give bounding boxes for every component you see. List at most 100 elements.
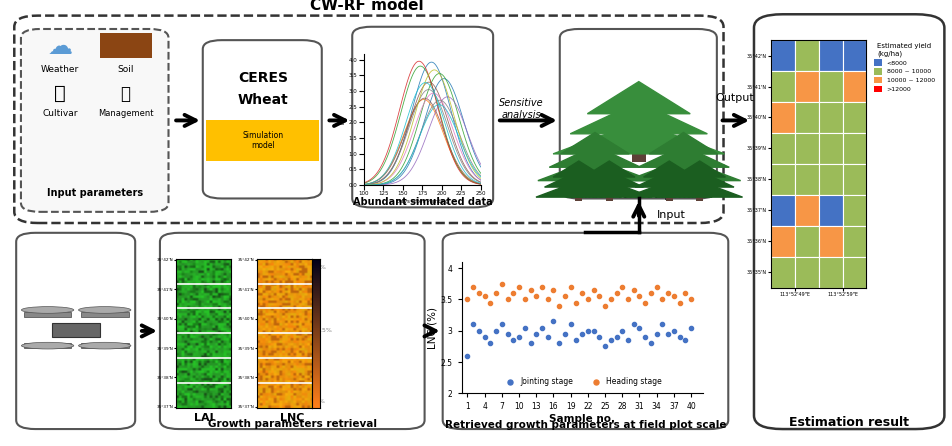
Heading stage: [551, 302, 566, 309]
Text: Growth parameters retrieval: Growth parameters retrieval: [208, 419, 377, 429]
Heading stage: [488, 289, 504, 297]
Jointing stage: [563, 321, 578, 328]
FancyBboxPatch shape: [16, 233, 135, 429]
Polygon shape: [549, 146, 641, 167]
Bar: [795, 133, 819, 164]
Jointing stage: [466, 321, 481, 328]
Text: Cultivar: Cultivar: [42, 109, 78, 118]
Bar: [819, 226, 843, 257]
Bar: [795, 71, 819, 102]
Jointing stage: [540, 334, 555, 341]
Bar: [206, 120, 319, 161]
Bar: [100, 33, 152, 58]
Heading stage: [500, 296, 515, 303]
Bar: [843, 133, 866, 164]
Heading stage: [557, 293, 572, 300]
Bar: [795, 102, 819, 133]
Heading stage: [545, 286, 561, 293]
Bar: [795, 226, 819, 257]
Polygon shape: [626, 181, 712, 197]
Bar: [771, 102, 795, 133]
Bar: [632, 130, 645, 162]
Polygon shape: [536, 181, 622, 197]
Legend: <8000, 8000 ~ 10000, 10000 ~ 12000, >12000: <8000, 8000 ~ 10000, 10000 ~ 12000, >120…: [874, 43, 935, 92]
Text: 2.5%: 2.5%: [316, 327, 332, 333]
Bar: [665, 185, 673, 201]
Jointing stage: [586, 327, 602, 334]
Jointing stage: [644, 340, 659, 347]
Polygon shape: [538, 159, 652, 181]
Heading stage: [494, 280, 509, 287]
Bar: [819, 257, 843, 288]
Jointing stage: [684, 324, 699, 331]
Heading stage: [575, 289, 590, 297]
Heading stage: [644, 289, 659, 297]
Bar: [81, 312, 129, 317]
Jointing stage: [511, 334, 526, 341]
Bar: [819, 195, 843, 226]
Text: Random forest algorithm: Random forest algorithm: [570, 190, 707, 200]
Heading stage: [632, 293, 647, 300]
Heading stage: [626, 286, 642, 293]
Heading stage: [604, 296, 619, 303]
Bar: [795, 195, 819, 226]
FancyBboxPatch shape: [160, 233, 425, 429]
Polygon shape: [638, 146, 729, 167]
Text: Input parameters: Input parameters: [48, 188, 143, 198]
Text: 🌾: 🌾: [54, 84, 66, 103]
Heading stage: [592, 293, 607, 300]
Bar: [771, 133, 795, 164]
Heading stage: [471, 289, 486, 297]
Polygon shape: [553, 122, 724, 154]
Bar: [819, 40, 843, 71]
Polygon shape: [674, 161, 725, 177]
Jointing stage: [528, 330, 544, 338]
Jointing stage: [460, 352, 475, 359]
Text: Weather: Weather: [41, 65, 79, 74]
Jointing stage: [517, 324, 532, 331]
Text: 0%: 0%: [316, 399, 326, 404]
Heading stage: [655, 296, 670, 303]
Polygon shape: [657, 181, 743, 197]
Text: LNC: LNC: [280, 413, 305, 423]
Heading stage: [466, 283, 481, 290]
Text: Simulation
model: Simulation model: [242, 131, 284, 150]
FancyBboxPatch shape: [203, 40, 322, 198]
Heading stage: [517, 296, 532, 303]
Bar: [843, 257, 866, 288]
Text: CERES: CERES: [238, 71, 288, 85]
Heading stage: [638, 299, 653, 306]
FancyBboxPatch shape: [443, 233, 728, 429]
Bar: [795, 40, 819, 71]
FancyBboxPatch shape: [560, 29, 717, 198]
Bar: [819, 164, 843, 195]
Bar: [590, 165, 600, 186]
Bar: [771, 164, 795, 195]
Polygon shape: [545, 171, 613, 187]
Jointing stage: [477, 334, 492, 341]
Text: ☁: ☁: [48, 35, 72, 59]
Polygon shape: [575, 171, 644, 187]
Jointing stage: [672, 334, 687, 341]
Heading stage: [511, 283, 526, 290]
Heading stage: [661, 289, 676, 297]
Heading stage: [568, 299, 584, 306]
Bar: [771, 257, 795, 288]
Ellipse shape: [79, 343, 131, 349]
Bar: [843, 195, 866, 226]
Polygon shape: [570, 102, 707, 134]
Text: Estimation result: Estimation result: [789, 416, 909, 429]
Jointing stage: [488, 327, 504, 334]
Heading stage: [534, 283, 549, 290]
Ellipse shape: [79, 307, 131, 313]
Bar: [575, 185, 583, 201]
Heading stage: [563, 283, 578, 290]
Text: Input: Input: [657, 210, 685, 220]
Jointing stage: [523, 340, 538, 347]
Bar: [679, 165, 688, 186]
Jointing stage: [551, 340, 566, 347]
Polygon shape: [665, 171, 734, 187]
Polygon shape: [635, 171, 704, 187]
Text: Retrieved growth parameters at field plot scale: Retrieved growth parameters at field plo…: [445, 420, 726, 429]
Heading stage: [586, 286, 602, 293]
